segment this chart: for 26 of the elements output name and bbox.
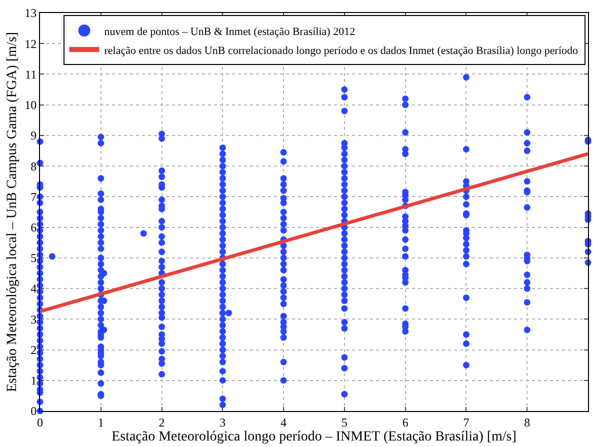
x-tick-label: 3 <box>220 415 226 430</box>
y-tick-label: 13 <box>24 6 37 20</box>
y-tick-label: 9 <box>30 128 37 143</box>
x-tick-label: 6 <box>402 415 408 430</box>
y-tick-label: 11 <box>25 67 37 82</box>
x-tick-label: 7 <box>463 415 470 430</box>
x-tick-label: 8 <box>524 415 530 430</box>
x-tick-label: 4 <box>280 415 287 430</box>
y-tick-label: 5 <box>30 251 37 266</box>
y-axis-title: Estação Meteorológica local – UnB Campus Gama (FGA) [m/s] <box>5 32 20 392</box>
legend-label: relação entre os dados UnB correlacionado longo período e os dados Inmet (estação Brasília) longo período <box>104 44 579 57</box>
y-tick-label: 4 <box>30 282 37 296</box>
y-tick-label: 0 <box>30 404 37 418</box>
x-axis-title: Estação Meteorológica longo período – INMET (Estação Brasília) [m/s] <box>112 430 516 445</box>
y-tick-label: 12 <box>24 36 37 51</box>
y-tick-label: 1 <box>30 374 37 388</box>
y-tick-label: 7 <box>30 190 37 204</box>
x-tick-label: 1 <box>98 415 104 430</box>
x-tick-label: 5 <box>341 415 348 430</box>
y-tick-label: 6 <box>30 220 37 235</box>
y-tick-label: 10 <box>24 98 37 112</box>
x-tick-label: 2 <box>158 415 165 430</box>
y-tick-label: 3 <box>30 312 37 326</box>
y-tick-label: 2 <box>30 342 37 357</box>
y-tick-label: 8 <box>30 159 37 174</box>
legend-label: nuvem de pontos – UnB & Inmet (estação Brasília) 2012 <box>104 26 356 38</box>
